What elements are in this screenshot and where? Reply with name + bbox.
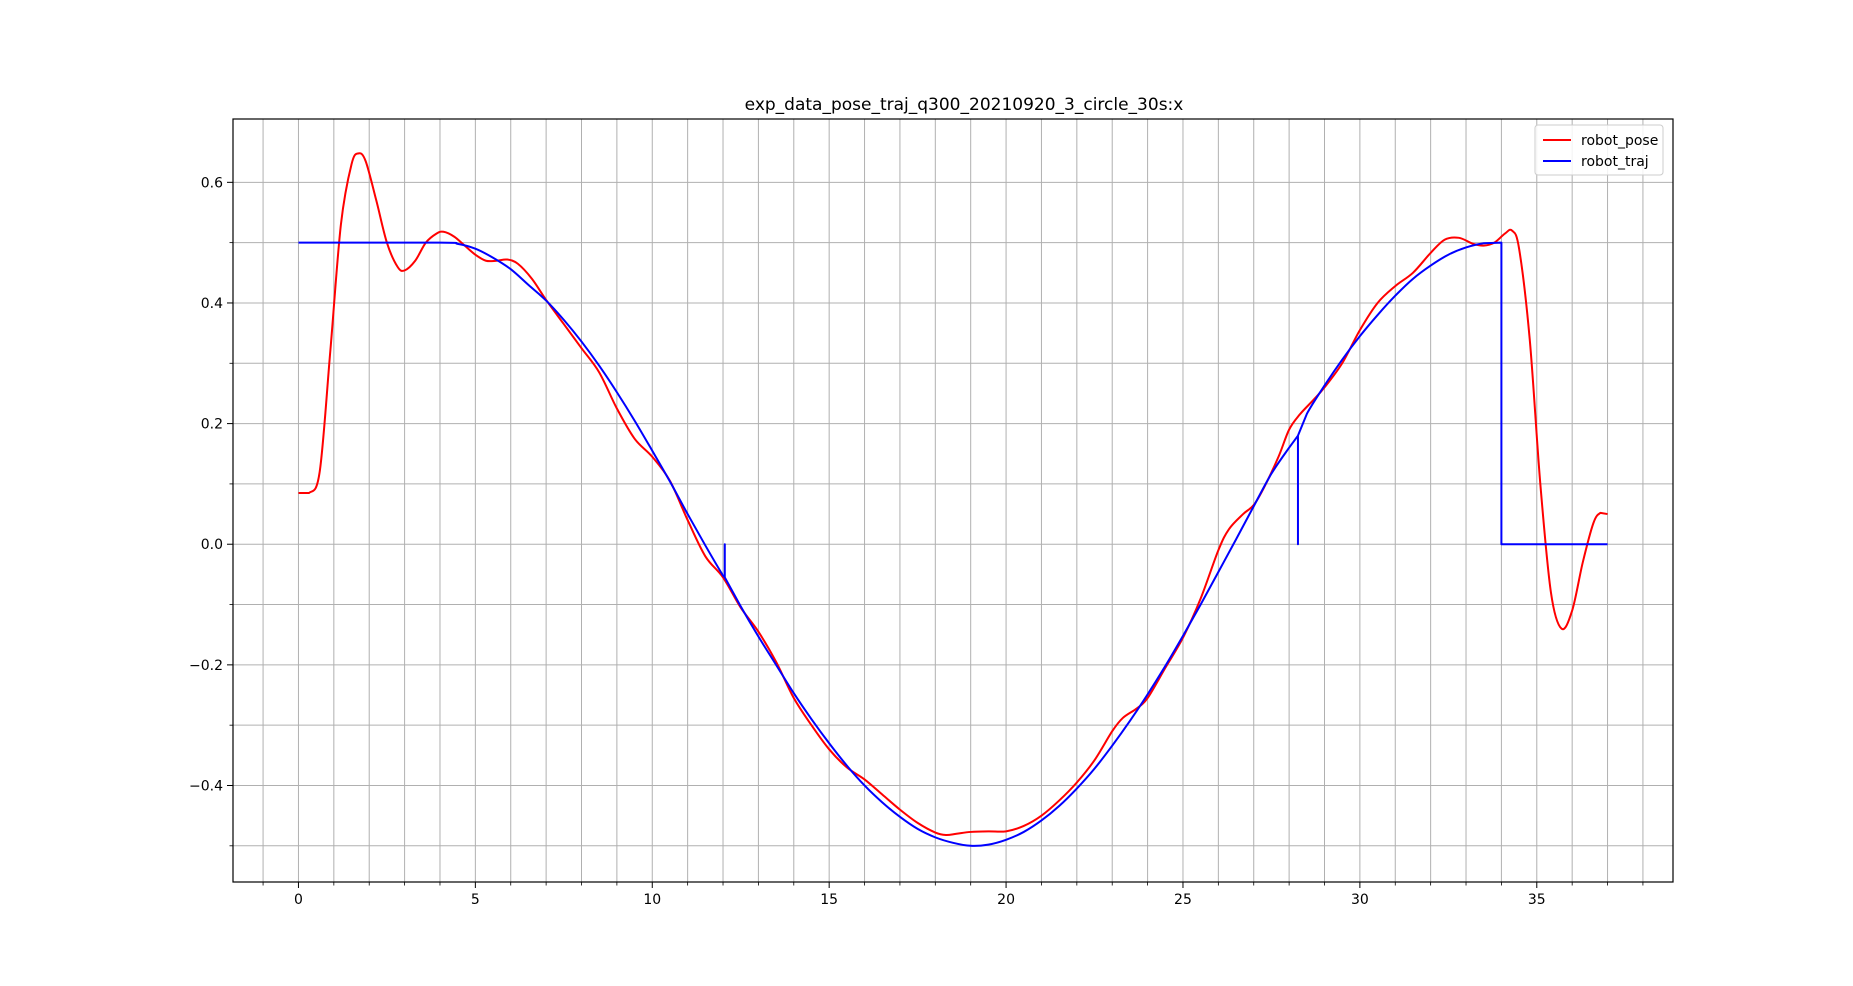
y-tick-label: −0.4 [189,778,223,794]
axis-ticks: 0 5 10 15 20 25 30 35 −0.4 −0.2 0.0 0.2 0.4 0.6 [189,175,1644,908]
x-tick-label: 25 [1174,892,1192,908]
legend-label: robot_pose [1581,133,1658,149]
y-tick-label: 0.0 [201,537,223,553]
series-line-robot-pose [298,152,1608,836]
x-tick-label: 5 [471,892,480,908]
x-tick-label: 20 [997,892,1015,908]
y-tick-label: 0.4 [201,296,223,312]
y-tick-label: −0.2 [189,658,223,674]
x-tick-label: 35 [1528,892,1546,908]
legend-box [1534,124,1664,176]
series-line-robot-traj [298,241,1608,847]
legend: robot_pose robot_traj [1534,124,1664,176]
y-tick-label: 0.2 [201,417,223,433]
series-lines [298,152,1608,847]
plot-area-frame [232,118,1674,883]
x-tick-label: 30 [1351,892,1369,908]
x-tick-label: 10 [643,892,661,908]
x-tick-label: 15 [820,892,838,908]
legend-label: robot_traj [1581,154,1649,170]
grid [233,119,1673,882]
y-tick-label: 0.6 [201,175,223,191]
chart-title: exp_data_pose_traj_q300_20210920_3_circl… [745,95,1184,115]
x-tick-label: 0 [294,892,303,908]
